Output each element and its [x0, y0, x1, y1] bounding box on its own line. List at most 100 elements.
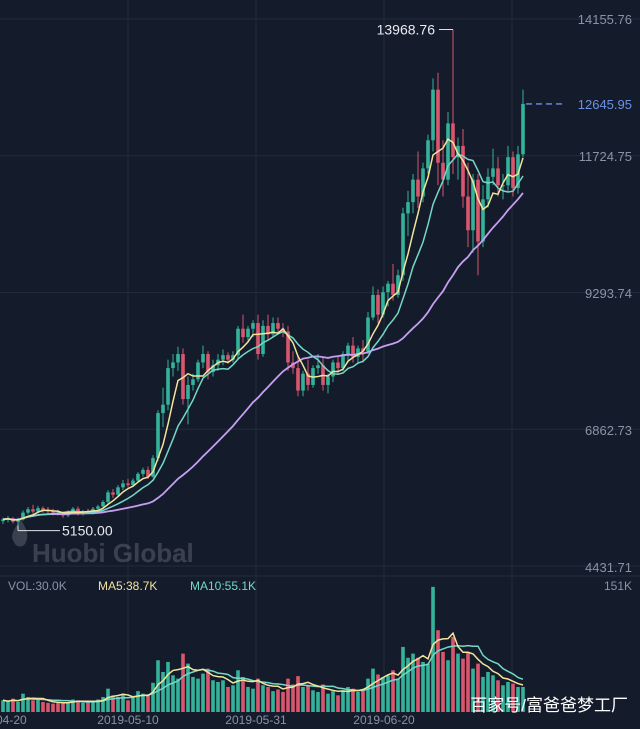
candle-body	[101, 501, 105, 507]
volume-bar	[276, 689, 280, 712]
candle-body	[506, 157, 510, 186]
candle-body	[426, 140, 430, 169]
volume-bar	[191, 676, 195, 712]
candle-body	[391, 283, 395, 295]
volume-bar	[1, 700, 5, 712]
volume-bar	[226, 686, 230, 712]
volume-bar	[446, 660, 450, 712]
volume-bar	[521, 686, 525, 712]
low-marker: 5150.00	[17, 523, 113, 539]
volume-bar	[161, 671, 165, 712]
ma5-line	[2, 138, 524, 521]
volume-bar	[336, 695, 340, 712]
volume-bar	[471, 668, 475, 712]
candle-body	[341, 354, 345, 369]
volume-bar	[281, 691, 285, 712]
candle-body	[231, 355, 235, 360]
volume-bar	[246, 686, 250, 712]
current-price-marker: 12645.95	[526, 97, 632, 112]
candle-body	[246, 328, 250, 338]
volume-bar	[156, 660, 160, 712]
candle-body	[156, 413, 160, 459]
candle-body	[461, 145, 465, 197]
candle-body	[306, 373, 310, 385]
watermark-logo: Huobi Global	[12, 518, 194, 568]
volume-bar	[271, 691, 275, 712]
candle-body	[316, 365, 320, 369]
candle-body	[301, 373, 305, 391]
candle-body	[286, 331, 290, 363]
volume-bar	[386, 675, 390, 712]
volume-bar	[251, 688, 255, 712]
volume-bar	[441, 651, 445, 712]
candle-body	[491, 168, 495, 177]
volume-bar	[56, 702, 60, 712]
high-price-label: 13968.76	[377, 22, 436, 38]
date-tick-2: 2019-05-10	[97, 713, 159, 727]
volume-bar	[381, 676, 385, 712]
huobi-flame-icon	[12, 518, 28, 547]
volume-bar	[331, 691, 335, 712]
volume-bar	[16, 701, 20, 712]
vol-ma10-legend: MA10:55.1K	[190, 579, 256, 593]
volume-bar	[266, 686, 270, 712]
candles	[1, 29, 525, 526]
candle-body	[281, 328, 285, 332]
candle-body	[441, 162, 445, 180]
candle-body	[116, 487, 120, 495]
volume-bar	[306, 685, 310, 712]
volume-bar	[46, 702, 50, 712]
volume-bar	[126, 700, 130, 712]
candle-body	[196, 362, 200, 380]
candle-body	[131, 480, 135, 486]
price-tick-3: 9293.74	[585, 286, 632, 301]
candle-body	[221, 355, 225, 360]
volume-bar	[366, 678, 370, 712]
volume-bar	[376, 674, 380, 712]
volume-bar	[181, 653, 185, 712]
date-tick-3: 2019-05-31	[225, 713, 287, 727]
volume-bar	[36, 699, 40, 712]
volume-bar	[31, 700, 35, 712]
candle-body	[381, 292, 385, 315]
candle-body	[446, 123, 450, 180]
volume-bar	[346, 686, 350, 712]
volume-bar	[86, 701, 90, 712]
volume-legend: VOL:30.0K MA5:38.7K MA10:55.1K 151K	[8, 579, 632, 593]
volume-bar	[311, 690, 315, 712]
volume-bar	[416, 657, 420, 712]
source-caption: 百家号/富爸爸梦工厂	[470, 696, 628, 715]
volume-bar	[491, 675, 495, 712]
volume-bar	[516, 686, 520, 712]
volume-bar	[111, 695, 115, 712]
candle-body	[336, 362, 340, 369]
volume-bar	[51, 703, 55, 712]
volume-bar	[221, 680, 225, 712]
price-tick-1: 14155.76	[578, 12, 632, 27]
volume-bar	[466, 651, 470, 712]
volume-bar	[511, 683, 515, 712]
candle-body	[326, 376, 330, 385]
watermark-text: Huobi Global	[32, 538, 194, 568]
candle-body	[41, 508, 45, 511]
candle-body	[421, 168, 425, 197]
candle-body	[296, 368, 300, 391]
volume-bar	[21, 693, 25, 712]
candle-body	[51, 511, 55, 513]
high-marker: 13968.76	[377, 22, 453, 38]
candle-body	[456, 145, 460, 158]
candle-body	[251, 323, 255, 329]
volume-bar	[501, 685, 505, 712]
candle-body	[476, 179, 480, 242]
candle-body	[71, 508, 75, 512]
volume-bar	[356, 691, 360, 712]
candle-body	[411, 179, 415, 203]
volume-bar	[166, 661, 170, 712]
volume-bar	[41, 701, 45, 712]
candle-body	[166, 368, 170, 405]
volume-bar	[236, 670, 240, 712]
candle-body	[161, 404, 165, 414]
volume-bar	[211, 680, 215, 712]
volume-bar	[186, 663, 190, 712]
